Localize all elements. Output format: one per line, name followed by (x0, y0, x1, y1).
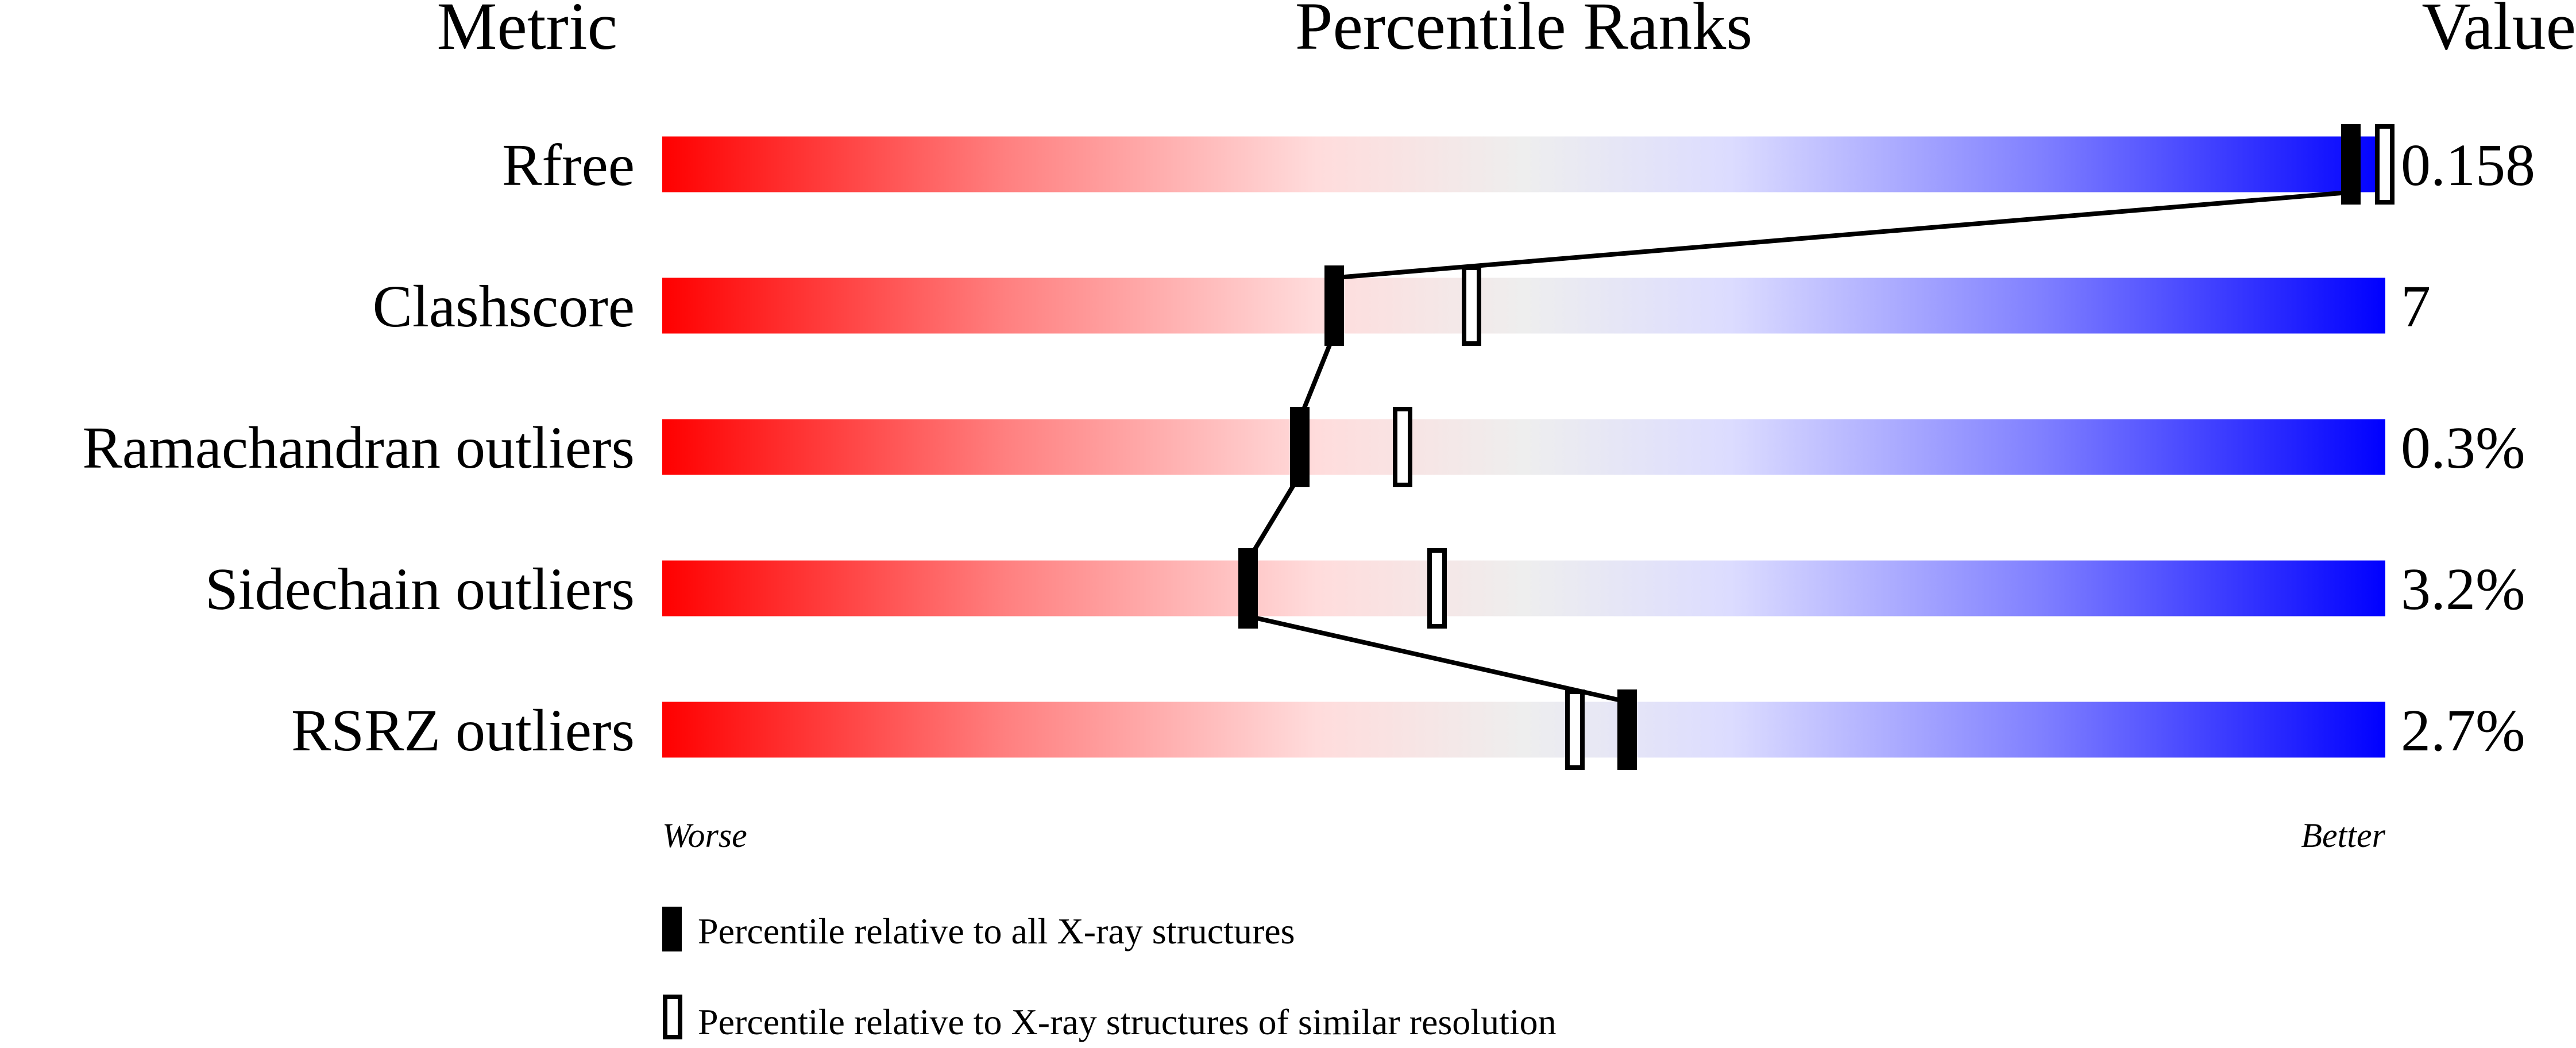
percentile-bar (662, 419, 2385, 475)
marker-similar-resolution (1427, 548, 1447, 629)
marker-all-structures (1290, 407, 1310, 487)
metric-value: 0.158 (2401, 132, 2535, 198)
header-metric: Metric (437, 0, 617, 64)
marker-all-structures (2341, 124, 2361, 205)
connector-line (1334, 190, 2351, 280)
marker-all-structures (1324, 265, 1344, 346)
percentile-bar (662, 278, 2385, 334)
marker-all-structures (1617, 689, 1637, 770)
marker-similar-resolution (2375, 124, 2395, 205)
legend-label-similar: Percentile relative to X-ray structures … (698, 1001, 1557, 1042)
header-value: Value (2421, 0, 2576, 64)
marker-similar-resolution (1462, 265, 1481, 346)
marker-all-structures (1238, 548, 1258, 629)
percentile-bar (662, 702, 2385, 758)
metric-value: 7 (2401, 273, 2431, 340)
connector-line (1246, 473, 1302, 562)
connector-line (1297, 333, 1337, 420)
header-percentile-ranks: Percentile Ranks (1295, 0, 1752, 64)
metric-value: 3.2% (2401, 556, 2525, 622)
metric-label: Sidechain outliers (205, 556, 635, 622)
metric-value: 2.7% (2401, 698, 2525, 764)
marker-similar-resolution (1565, 689, 1585, 770)
metric-label: RSRZ outliers (291, 698, 635, 764)
metric-label: Clashscore (373, 273, 635, 340)
axis-label-better: Better (2301, 816, 2385, 854)
metric-label: Rfree (502, 132, 635, 198)
connector-line (1248, 614, 1628, 704)
metric-value: 0.3% (2401, 415, 2525, 481)
percentile-bar (662, 136, 2385, 192)
legend-label-all: Percentile relative to all X-ray structu… (698, 911, 1295, 951)
legend-open-marker (663, 995, 682, 1039)
metric-label: Ramachandran outliers (82, 415, 635, 481)
marker-similar-resolution (1393, 407, 1412, 487)
legend-filled-marker (662, 907, 682, 951)
axis-label-worse: Worse (662, 816, 747, 854)
percentile-bar (662, 560, 2385, 617)
